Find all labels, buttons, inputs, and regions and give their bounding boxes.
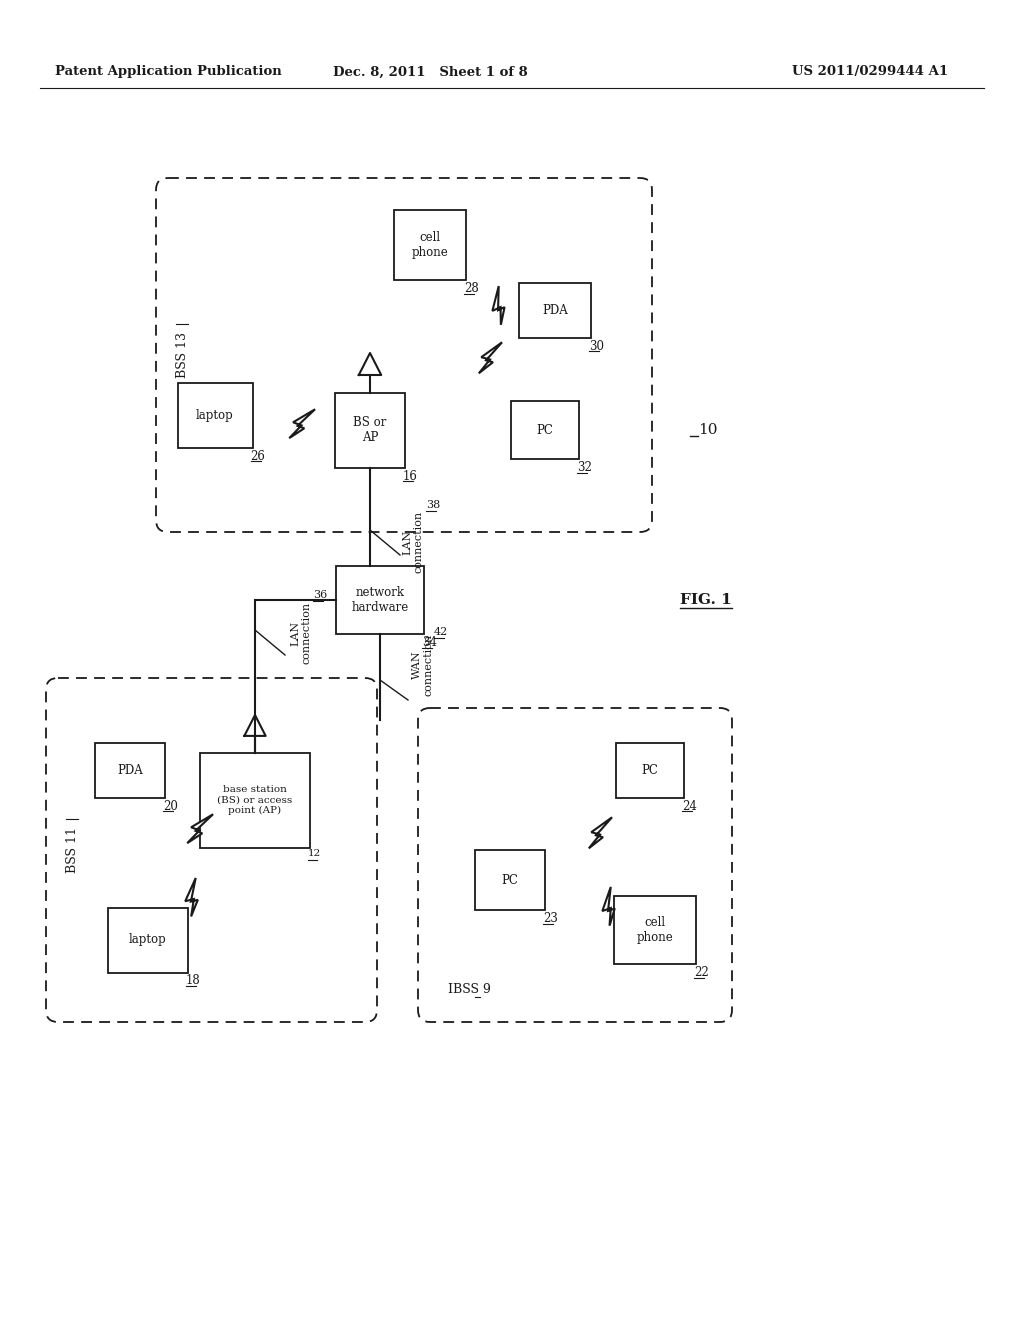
Text: WAN: WAN xyxy=(412,651,422,680)
FancyBboxPatch shape xyxy=(394,210,466,280)
Text: 22: 22 xyxy=(694,966,709,979)
Text: IBSS 9: IBSS 9 xyxy=(449,983,490,997)
Polygon shape xyxy=(493,286,505,325)
Text: connection: connection xyxy=(301,602,311,664)
Text: 10: 10 xyxy=(698,422,718,437)
Polygon shape xyxy=(187,814,213,843)
Polygon shape xyxy=(589,817,612,849)
Text: PDA: PDA xyxy=(542,304,568,317)
FancyBboxPatch shape xyxy=(95,742,165,797)
Text: LAN: LAN xyxy=(402,529,412,554)
Text: PDA: PDA xyxy=(117,763,143,776)
Text: connection: connection xyxy=(414,511,424,573)
Text: PC: PC xyxy=(642,763,658,776)
Text: 30: 30 xyxy=(589,339,604,352)
Text: cell
phone: cell phone xyxy=(412,231,449,259)
Text: LAN: LAN xyxy=(290,620,300,645)
Text: US 2011/0299444 A1: US 2011/0299444 A1 xyxy=(792,66,948,78)
Text: PC: PC xyxy=(537,424,553,437)
FancyBboxPatch shape xyxy=(511,401,579,459)
Text: 16: 16 xyxy=(403,470,418,483)
FancyBboxPatch shape xyxy=(108,908,188,973)
Text: network
hardware: network hardware xyxy=(351,586,409,614)
Text: BSS 11: BSS 11 xyxy=(66,828,79,873)
Text: laptop: laptop xyxy=(197,408,233,421)
Polygon shape xyxy=(185,878,198,916)
FancyBboxPatch shape xyxy=(336,566,424,634)
Text: 28: 28 xyxy=(464,282,479,294)
Text: FIG. 1: FIG. 1 xyxy=(680,593,732,607)
Text: 20: 20 xyxy=(163,800,178,813)
Text: 23: 23 xyxy=(543,912,558,925)
Polygon shape xyxy=(289,409,315,438)
FancyBboxPatch shape xyxy=(519,282,591,338)
Text: 18: 18 xyxy=(186,974,201,987)
Text: connection: connection xyxy=(423,634,433,696)
Text: Patent Application Publication: Patent Application Publication xyxy=(55,66,282,78)
FancyBboxPatch shape xyxy=(475,850,545,909)
Text: BSS 13: BSS 13 xyxy=(175,333,188,378)
Text: 36: 36 xyxy=(313,590,328,601)
Polygon shape xyxy=(602,887,614,925)
Text: 42: 42 xyxy=(434,627,449,638)
Polygon shape xyxy=(479,342,502,374)
FancyBboxPatch shape xyxy=(614,896,696,964)
Text: 34: 34 xyxy=(422,636,437,649)
Text: 12: 12 xyxy=(308,850,322,858)
FancyBboxPatch shape xyxy=(200,752,310,847)
Text: 24: 24 xyxy=(682,800,697,813)
Text: PC: PC xyxy=(502,874,518,887)
FancyBboxPatch shape xyxy=(177,383,253,447)
FancyBboxPatch shape xyxy=(335,392,406,467)
Text: base station
(BS) or access
point (AP): base station (BS) or access point (AP) xyxy=(217,785,293,814)
Text: 26: 26 xyxy=(251,450,265,462)
Text: 38: 38 xyxy=(426,500,440,510)
Text: 32: 32 xyxy=(577,461,592,474)
Text: Dec. 8, 2011   Sheet 1 of 8: Dec. 8, 2011 Sheet 1 of 8 xyxy=(333,66,527,78)
Text: laptop: laptop xyxy=(129,933,167,946)
FancyBboxPatch shape xyxy=(616,742,684,797)
Text: BS or
AP: BS or AP xyxy=(353,416,387,444)
Text: cell
phone: cell phone xyxy=(637,916,674,944)
